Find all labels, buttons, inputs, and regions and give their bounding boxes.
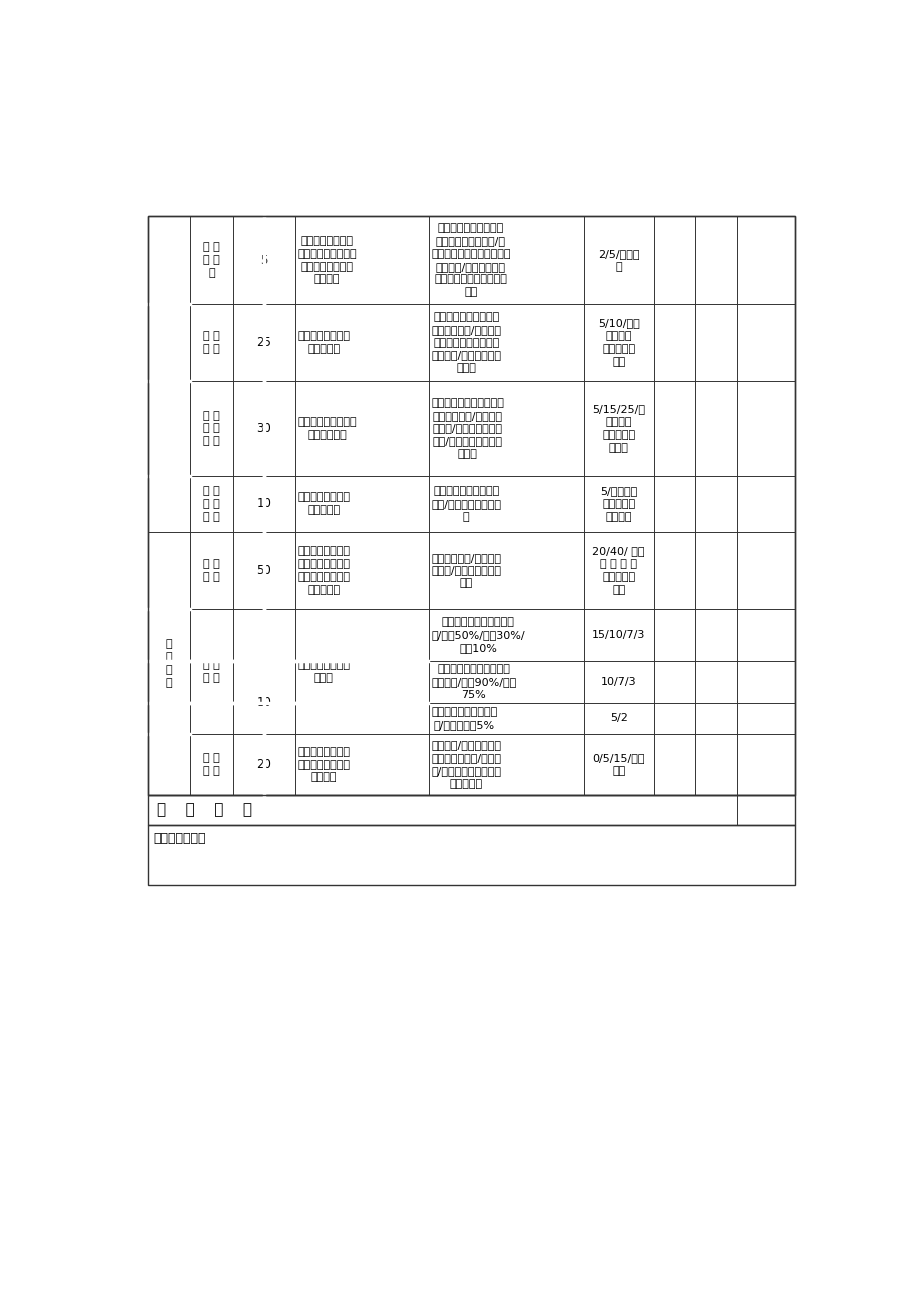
Text: 质保期超过国家规
定一倍以上: 质保期超过国家规 定一倍以上 bbox=[297, 492, 350, 516]
Text: 对方免费送货到现
场，供货周期满足
我方要求: 对方免费送货到现 场，供货周期满足 我方要求 bbox=[297, 747, 350, 783]
Text: 5: 5 bbox=[260, 254, 267, 267]
Text: 15/10/7/3: 15/10/7/3 bbox=[592, 630, 645, 639]
Text: 原 材
料 性
能: 原 材 料 性 能 bbox=[203, 242, 220, 279]
Text: 性能优异，高于市
场同类产品: 性能优异，高于市 场同类产品 bbox=[297, 331, 350, 354]
Text: 认可合作方式，有
很强的合作愿望希
望通过银城品牌提
升自身品牌: 认可合作方式，有 很强的合作愿望希 望通过银城品牌提 升自身品牌 bbox=[297, 547, 350, 595]
Text: 产 品
性 能: 产 品 性 能 bbox=[203, 331, 220, 354]
Text: 原材料采用知名厂
家产品、渠道稳定、
质量可靠、库存与
介绍相符: 原材料采用知名厂 家产品、渠道稳定、 质量可靠、库存与 介绍相符 bbox=[297, 236, 357, 284]
Text: 实体外观质量优异，
残次品比率低: 实体外观质量优异， 残次品比率低 bbox=[297, 417, 357, 440]
Text: 免费送货/对方组织运输
由我方支付费用/我方自
提/供货周期数量不能满
足我方要求: 免费送货/对方组织运输 由我方支付费用/我方自 提/供货周期数量不能满 足我方要… bbox=[431, 741, 501, 789]
Text: 30: 30 bbox=[256, 422, 271, 435]
Text: 供 货
方 式: 供 货 方 式 bbox=[203, 753, 220, 776]
Text: 20/40/ 直接
扣 掉 所 有
总分，中止
考察: 20/40/ 直接 扣 掉 所 有 总分，中止 考察 bbox=[592, 547, 644, 595]
Text: 10: 10 bbox=[256, 497, 271, 510]
Bar bbox=[147, 216, 795, 796]
Text: 5/15/25/直
接扣掉所
有总分，中
止考察: 5/15/25/直 接扣掉所 有总分，中 止考察 bbox=[592, 404, 644, 453]
Text: 质保金扣留时间少于一
年/质保金少于5%: 质保金扣留时间少于一 年/质保金少于5% bbox=[431, 707, 497, 729]
Text: 10: 10 bbox=[256, 695, 271, 708]
Text: 考察人员签字：: 考察人员签字： bbox=[153, 832, 206, 845]
Bar bbox=[147, 796, 795, 824]
Text: 原材料采用小厂家产品
但质量能够满足要求/库
存原材料厂家、质量不一、
堆放混乱/原材料质量无
可靠保障，不能满足我方
要求: 原材料采用小厂家产品 但质量能够满足要求/库 存原材料厂家、质量不一、 堆放混乱… bbox=[431, 223, 510, 297]
Text: 合
作
条
件: 合 作 条 件 bbox=[165, 639, 172, 687]
Text: 5/直接扣掉
所有总分，
中止考察: 5/直接扣掉 所有总分， 中止考察 bbox=[599, 486, 637, 522]
Text: 25: 25 bbox=[256, 336, 271, 349]
Bar bbox=[147, 824, 795, 884]
Text: 10/7/3: 10/7/3 bbox=[600, 677, 636, 686]
Text: 付款期望符合公司
的要求: 付款期望符合公司 的要求 bbox=[297, 660, 350, 682]
Text: 合 作
意 向: 合 作 意 向 bbox=[203, 559, 220, 582]
Text: 5/2: 5/2 bbox=[609, 713, 627, 724]
Text: 最    终    得    分: 最 终 得 分 bbox=[156, 802, 252, 818]
Text: 5/10/直接
扣掉所有
总分，中止
考察: 5/10/直接 扣掉所有 总分，中止 考察 bbox=[597, 319, 639, 367]
Text: 预付款要求比例：全额付
款/超过50%/超过30%/
超过10%: 预付款要求比例：全额付 款/超过50%/超过30%/ 超过10% bbox=[431, 617, 524, 652]
Text: 2/5/中止考
察: 2/5/中止考 察 bbox=[597, 249, 639, 272]
Text: 性能与市场同类产品比
较无明显优势/性能低于
市场同类产品但能满足
我方需求/性能不满足我
方需求: 性能与市场同类产品比 较无明显优势/性能低于 市场同类产品但能满足 我方需求/性… bbox=[431, 312, 501, 374]
Bar bbox=[147, 216, 795, 796]
Text: 实体外观质量一般，但能
满足我方要求/残次品比
例过高/合格品与残次品
混放/实体质量不满足我
方要求: 实体外观质量一般，但能 满足我方要求/残次品比 例过高/合格品与残次品 混放/实… bbox=[431, 398, 504, 460]
Text: 合作意识一般/合作与否
无所谓/不期待合作或不
合作: 合作意识一般/合作与否 无所谓/不期待合作或不 合作 bbox=[431, 553, 501, 589]
Text: 产 品
实 体
质 量: 产 品 实 体 质 量 bbox=[203, 410, 220, 447]
Text: 资 金
期 望: 资 金 期 望 bbox=[203, 660, 220, 682]
Text: 0/5/15/中止
考察: 0/5/15/中止 考察 bbox=[592, 753, 644, 776]
Text: 50: 50 bbox=[256, 564, 271, 577]
Text: 品 质
保 证
期 限: 品 质 保 证 期 限 bbox=[203, 486, 220, 522]
Text: 货到现场付款比例要求：
全额付款/超过90%/超过
75%: 货到现场付款比例要求： 全额付款/超过90%/超过 75% bbox=[431, 664, 516, 699]
Text: 质保期在国家规定一倍
以内/质保期短于国家规
定: 质保期在国家规定一倍 以内/质保期短于国家规 定 bbox=[431, 486, 501, 522]
Text: 20: 20 bbox=[256, 758, 271, 771]
